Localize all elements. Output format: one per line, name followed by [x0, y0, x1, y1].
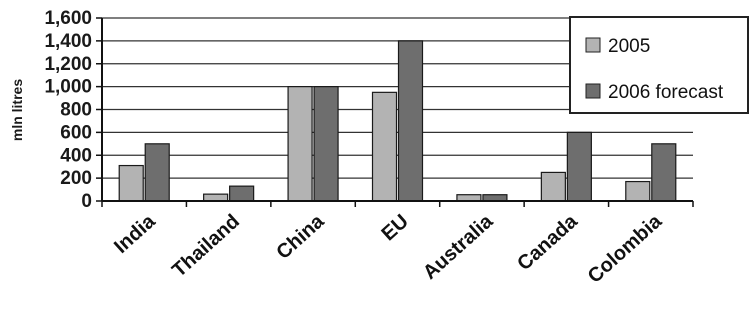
y-tick-label: 1,600 [44, 8, 92, 29]
x-category-label-india: India [110, 210, 160, 258]
x-category-labels: India Thailand China EU Australia Canada Colom… [110, 210, 667, 288]
legend-swatch-2006-forecast [585, 83, 601, 99]
bar-india-2005 [118, 164, 144, 202]
bars [118, 40, 677, 202]
x-category-label-thailand: Thailand [168, 210, 244, 281]
bar-canada-2005 [540, 171, 566, 202]
y-tick-label: 1,000 [44, 77, 92, 98]
x-category-label-eu: EU [377, 210, 412, 245]
bar-eu-2005 [371, 91, 398, 202]
bar-china-2005 [287, 86, 313, 202]
bar-thailand-2005 [203, 193, 229, 202]
y-tick-label: 200 [60, 168, 92, 189]
legend: 2005 2006 forecast [569, 16, 749, 114]
y-tick-label: 0 [81, 191, 92, 212]
bar-colombia-2006-forecast [651, 143, 677, 202]
x-category-label-canada: Canada [513, 210, 582, 275]
legend-swatch-2005 [585, 37, 601, 53]
y-axis-label: mln litres [9, 79, 25, 141]
bar-colombia-2005 [625, 180, 651, 202]
axes [101, 18, 693, 202]
legend-label-2005: 2005 [608, 36, 650, 57]
y-tick-label: 400 [60, 145, 92, 166]
y-tick-label: 600 [60, 122, 92, 143]
x-category-label-australia: Australia [419, 210, 498, 284]
bar-india-2006-forecast [144, 143, 170, 202]
x-category-label-china: China [272, 210, 329, 264]
x-category-label-colombia: Colombia [584, 210, 667, 288]
bar-thailand-2006-forecast [229, 185, 255, 202]
legend-label-2006-forecast: 2006 forecast [608, 82, 724, 103]
bar-canada-2006-forecast [566, 131, 592, 202]
bar-eu-2006-forecast [397, 40, 424, 202]
y-tick-label: 800 [60, 100, 92, 121]
y-tick-label: 1,200 [44, 54, 92, 75]
bar-china-2006-forecast [313, 86, 339, 202]
y-tick-label: 1,400 [44, 31, 92, 52]
